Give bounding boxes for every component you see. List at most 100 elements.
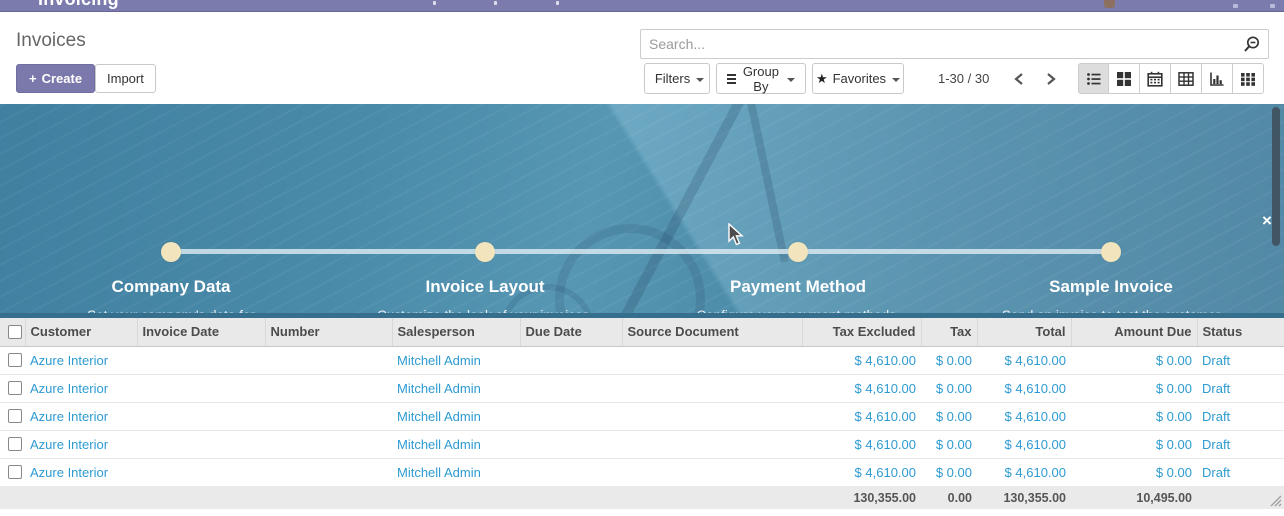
cell-salesperson[interactable]: Mitchell Admin bbox=[392, 374, 520, 403]
cell-source-document[interactable] bbox=[622, 402, 802, 431]
cell-salesperson[interactable]: Mitchell Admin bbox=[392, 458, 520, 487]
cell-source-document[interactable] bbox=[622, 374, 802, 403]
row-checkbox[interactable] bbox=[8, 353, 22, 367]
cell-salesperson[interactable]: Mitchell Admin bbox=[392, 402, 520, 431]
column-header-amount-due[interactable]: Amount Due bbox=[1070, 318, 1197, 347]
cell-amount-due[interactable]: $ 0.00 bbox=[1071, 346, 1197, 375]
row-checkbox[interactable] bbox=[8, 437, 22, 451]
total-tax-excluded: 130,355.00 bbox=[802, 485, 921, 509]
table-row[interactable]: Azure Interior Mitchell Admin $ 4,610.00… bbox=[0, 346, 1284, 375]
cell-salesperson[interactable]: Mitchell Admin bbox=[392, 346, 520, 375]
import-button[interactable]: Import bbox=[95, 64, 156, 93]
create-button[interactable]: + Create bbox=[16, 64, 96, 93]
view-activity-button[interactable] bbox=[1233, 63, 1264, 94]
cell-customer[interactable]: Azure Interior bbox=[25, 346, 137, 375]
cell-due-date[interactable] bbox=[520, 402, 622, 431]
column-header-total[interactable]: Total bbox=[976, 318, 1071, 347]
cell-amount-due[interactable]: $ 0.00 bbox=[1071, 458, 1197, 487]
cell-due-date[interactable] bbox=[520, 374, 622, 403]
cell-invoice-date[interactable] bbox=[137, 374, 265, 403]
column-header-number[interactable]: Number bbox=[264, 318, 392, 347]
filters-dropdown-button[interactable]: Filters bbox=[644, 63, 710, 94]
vertical-scrollbar-thumb[interactable] bbox=[1272, 107, 1280, 246]
cell-status[interactable]: Draft bbox=[1197, 346, 1284, 375]
cell-tax-excluded[interactable]: $ 4,610.00 bbox=[802, 374, 921, 403]
cell-customer[interactable]: Azure Interior bbox=[25, 374, 137, 403]
cell-status[interactable]: Draft bbox=[1197, 430, 1284, 459]
pager-next-button[interactable] bbox=[1040, 68, 1062, 90]
cell-due-date[interactable] bbox=[520, 346, 622, 375]
table-row[interactable]: Azure Interior Mitchell Admin $ 4,610.00… bbox=[0, 374, 1284, 403]
cell-customer[interactable]: Azure Interior bbox=[25, 458, 137, 487]
totals-spacer bbox=[0, 485, 802, 509]
cell-tax[interactable]: $ 0.00 bbox=[921, 458, 977, 487]
cell-customer[interactable]: Azure Interior bbox=[25, 430, 137, 459]
cell-tax-excluded[interactable]: $ 4,610.00 bbox=[802, 430, 921, 459]
cell-invoice-date[interactable] bbox=[137, 346, 265, 375]
cell-due-date[interactable] bbox=[520, 430, 622, 459]
cell-invoice-date[interactable] bbox=[137, 402, 265, 431]
user-avatar[interactable] bbox=[1104, 0, 1115, 8]
resize-grip[interactable] bbox=[1266, 491, 1282, 507]
cell-tax-excluded[interactable]: $ 4,610.00 bbox=[802, 402, 921, 431]
favorites-dropdown-button[interactable]: ★ Favorites bbox=[812, 63, 904, 94]
cell-amount-due[interactable]: $ 0.00 bbox=[1071, 374, 1197, 403]
cell-total[interactable]: $ 4,610.00 bbox=[977, 402, 1071, 431]
row-checkbox[interactable] bbox=[8, 465, 22, 479]
view-calendar-button[interactable] bbox=[1140, 63, 1171, 94]
cell-amount-due[interactable]: $ 0.00 bbox=[1071, 430, 1197, 459]
cell-number[interactable] bbox=[265, 430, 392, 459]
view-kanban-button[interactable] bbox=[1109, 63, 1140, 94]
cell-tax[interactable]: $ 0.00 bbox=[921, 430, 977, 459]
cell-total[interactable]: $ 4,610.00 bbox=[977, 458, 1071, 487]
cell-tax[interactable]: $ 0.00 bbox=[921, 402, 977, 431]
column-header-invoice-date[interactable]: Invoice Date bbox=[136, 318, 265, 347]
cell-tax[interactable]: $ 0.00 bbox=[921, 346, 977, 375]
row-checkbox[interactable] bbox=[8, 381, 22, 395]
view-graph-button[interactable] bbox=[1202, 63, 1233, 94]
table-row[interactable]: Azure Interior Mitchell Admin $ 4,610.00… bbox=[0, 430, 1284, 459]
cell-source-document[interactable] bbox=[622, 430, 802, 459]
table-row[interactable]: Azure Interior Mitchell Admin $ 4,610.00… bbox=[0, 458, 1284, 487]
page-title: Invoices bbox=[16, 30, 86, 51]
view-list-button[interactable] bbox=[1078, 63, 1109, 94]
cell-total[interactable]: $ 4,610.00 bbox=[977, 430, 1071, 459]
cell-due-date[interactable] bbox=[520, 458, 622, 487]
cell-invoice-date[interactable] bbox=[137, 458, 265, 487]
select-all-checkbox[interactable] bbox=[8, 324, 22, 339]
search-icon[interactable] bbox=[1242, 35, 1261, 59]
cell-invoice-date[interactable] bbox=[137, 430, 265, 459]
cell-amount-due[interactable]: $ 0.00 bbox=[1071, 402, 1197, 431]
view-pivot-button[interactable] bbox=[1171, 63, 1202, 94]
cell-source-document[interactable] bbox=[622, 346, 802, 375]
column-header-customer[interactable]: Customer bbox=[24, 318, 137, 347]
cell-tax-excluded[interactable]: $ 4,610.00 bbox=[802, 346, 921, 375]
pager-previous-button[interactable] bbox=[1008, 68, 1030, 90]
cell-status[interactable]: Draft bbox=[1197, 458, 1284, 487]
cell-total[interactable]: $ 4,610.00 bbox=[977, 374, 1071, 403]
app-brand[interactable]: Invoicing bbox=[38, 0, 119, 10]
cell-customer[interactable]: Azure Interior bbox=[25, 402, 137, 431]
table-row[interactable]: Azure Interior Mitchell Admin $ 4,610.00… bbox=[0, 402, 1284, 431]
column-header-tax-excluded[interactable]: Tax Excluded bbox=[801, 318, 921, 347]
cell-number[interactable] bbox=[265, 346, 392, 375]
group-by-dropdown-button[interactable]: Group By bbox=[716, 63, 806, 94]
close-icon[interactable]: × bbox=[1262, 211, 1272, 230]
cell-status[interactable]: Draft bbox=[1197, 402, 1284, 431]
column-header-tax[interactable]: Tax bbox=[920, 318, 977, 347]
cell-number[interactable] bbox=[265, 402, 392, 431]
column-header-due-date[interactable]: Due Date bbox=[519, 318, 622, 347]
search-input[interactable] bbox=[649, 30, 1229, 58]
cell-number[interactable] bbox=[265, 458, 392, 487]
cell-tax-excluded[interactable]: $ 4,610.00 bbox=[802, 458, 921, 487]
column-header-salesperson[interactable]: Salesperson bbox=[391, 318, 520, 347]
cell-number[interactable] bbox=[265, 374, 392, 403]
column-header-status[interactable]: Status bbox=[1196, 318, 1284, 347]
cell-salesperson[interactable]: Mitchell Admin bbox=[392, 430, 520, 459]
cell-status[interactable]: Draft bbox=[1197, 374, 1284, 403]
row-checkbox[interactable] bbox=[8, 409, 22, 423]
cell-total[interactable]: $ 4,610.00 bbox=[977, 346, 1071, 375]
cell-source-document[interactable] bbox=[622, 458, 802, 487]
cell-tax[interactable]: $ 0.00 bbox=[921, 374, 977, 403]
column-header-source-document[interactable]: Source Document bbox=[621, 318, 802, 347]
